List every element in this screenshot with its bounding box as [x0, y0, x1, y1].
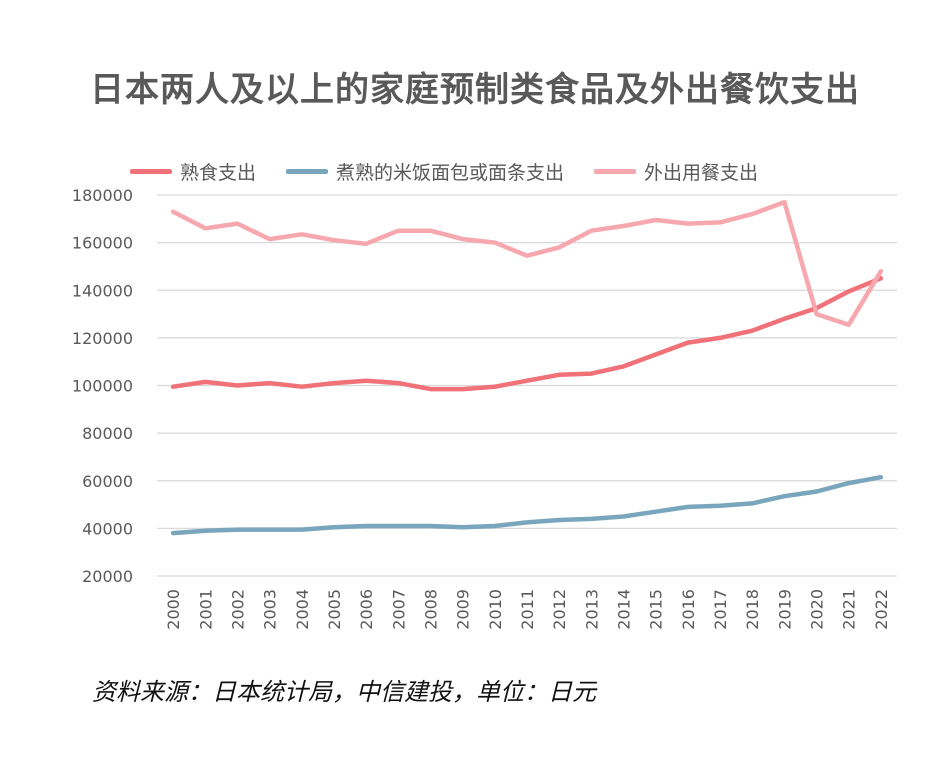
x-tick-label: 2017 — [711, 589, 730, 630]
chart-title: 日本两人及以上的家庭预制类食品及外出餐饮支出 — [90, 70, 860, 110]
y-tick-label: 100000 — [72, 377, 133, 396]
y-tick-label: 20000 — [82, 567, 133, 586]
x-tick-label: 2000 — [164, 589, 183, 630]
legend-swatch-rice-bread-noodles — [286, 168, 329, 174]
x-tick-label: 2002 — [228, 589, 247, 630]
x-tick-label: 2010 — [486, 589, 505, 630]
legend-label-cooked-food: 熟食支出 — [180, 161, 257, 184]
legend-swatch-cooked-food — [130, 168, 172, 174]
legend-item-rice-bread-noodles: 煮熟的米饭面包或面条支出 — [286, 158, 564, 185]
x-tick-label: 2005 — [325, 589, 344, 630]
y-tick-label: 120000 — [72, 329, 133, 348]
y-tick-label: 80000 — [82, 424, 133, 443]
x-tick-label: 2014 — [615, 589, 634, 630]
legend-swatch-eating-out — [594, 168, 637, 174]
series-line — [170, 276, 884, 392]
series-line — [170, 199, 884, 328]
source-note: 资料来源：日本统计局，中信建投，单位：日元 — [92, 678, 596, 706]
x-tick-label: 2008 — [421, 589, 440, 630]
x-tick-label: 2006 — [357, 589, 376, 630]
x-tick-label: 2007 — [389, 589, 408, 630]
y-tick-label: 60000 — [82, 472, 133, 491]
x-tick-label: 2003 — [261, 589, 280, 630]
legend: 熟食支出 煮熟的米饭面包或面条支出 外出用餐支出 — [130, 156, 788, 186]
x-tick-label: 2011 — [518, 589, 537, 630]
x-tick-label: 2009 — [454, 589, 473, 630]
x-tick-label: 2015 — [647, 589, 666, 630]
x-tick-label: 2019 — [775, 589, 794, 630]
series-line — [170, 474, 884, 536]
legend-item-cooked-food: 熟食支出 — [130, 158, 256, 185]
y-tick-label: 140000 — [72, 281, 133, 300]
y-tick-label: 40000 — [82, 519, 133, 538]
x-tick-label: 2001 — [196, 589, 215, 630]
x-tick-label: 2012 — [550, 589, 569, 630]
x-tick-label: 2022 — [872, 589, 891, 630]
x-tick-label: 2013 — [582, 589, 601, 630]
legend-item-eating-out: 外出用餐支出 — [594, 158, 758, 185]
legend-label-rice-bread-noodles: 煮熟的米饭面包或面条支出 — [336, 161, 565, 184]
y-tick-label: 180000 — [72, 186, 133, 205]
x-tick-label: 2018 — [743, 589, 762, 630]
x-tick-label: 2016 — [679, 589, 698, 630]
y-tick-label: 160000 — [72, 234, 133, 253]
x-tick-label: 2021 — [840, 589, 859, 630]
x-tick-label: 2004 — [293, 589, 312, 630]
legend-label-eating-out: 外出用餐支出 — [644, 161, 759, 184]
x-tick-label: 2020 — [808, 589, 827, 630]
